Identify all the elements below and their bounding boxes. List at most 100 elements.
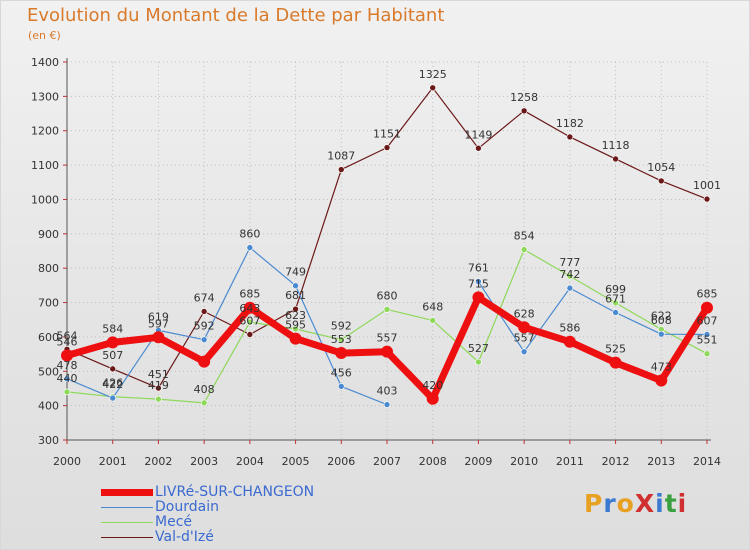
series-val-d-iz--point <box>429 84 437 92</box>
series-val-d-iz--point <box>657 177 665 185</box>
series-mec--point <box>703 350 711 358</box>
series-mec--point <box>612 299 619 307</box>
series-val-d-iz--point <box>292 305 299 313</box>
series-val-d-iz--data-label: 1087 <box>327 150 355 163</box>
series-val-d-iz--data-label: 607 <box>239 315 260 328</box>
series-val-d-iz--data-label: 451 <box>148 368 169 381</box>
series-val-d-iz--point <box>520 107 528 115</box>
x-tick-label: 2008 <box>419 455 447 468</box>
series-dourdain-data-label: 456 <box>331 366 352 379</box>
series-val-d-iz--point <box>337 166 345 173</box>
legend-label: LIVRé-SUR-CHANGEON <box>155 484 315 500</box>
series-livr-sur-changeon-point <box>563 335 576 348</box>
series-dourdain-data-label: 608 <box>651 314 672 327</box>
series-dourdain-data-label: 860 <box>239 228 260 241</box>
x-tick-label: 2000 <box>53 455 81 468</box>
series-dourdain-point <box>566 284 574 292</box>
series-mec--data-label: 419 <box>148 379 169 392</box>
series-val-d-iz--data-label: 1054 <box>647 161 675 174</box>
y-tick-label: 1100 <box>31 159 59 172</box>
series-val-d-iz--data-label: 1149 <box>464 128 492 141</box>
x-tick-label: 2001 <box>99 455 127 468</box>
series-mec--data-label: 408 <box>194 383 215 396</box>
series-livr-sur-changeon-data-label: 553 <box>331 333 352 346</box>
series-livr-sur-changeon-data-label: 715 <box>468 277 489 290</box>
series-livr-sur-changeon-data-label: 584 <box>102 322 123 335</box>
series-dourdain-point <box>475 278 482 285</box>
legend-item: Dourdain <box>101 500 401 515</box>
series-val-d-iz--data-label: 674 <box>194 291 215 304</box>
series-val-d-iz--point <box>475 144 482 152</box>
series-livr-sur-changeon-point <box>106 336 119 349</box>
series-dourdain-point <box>612 309 619 316</box>
series-mec--data-label: 527 <box>468 342 489 355</box>
series-livr-sur-changeon-point <box>289 332 302 345</box>
series-livr-sur-changeon-point <box>152 331 165 344</box>
series-dourdain-point <box>520 348 528 355</box>
logo-letter: X <box>634 489 656 518</box>
series-val-d-iz--data-label: 1182 <box>556 117 584 130</box>
series-dourdain-data-label: 422 <box>102 378 123 391</box>
x-tick-label: 2009 <box>464 455 492 468</box>
series-livr-sur-changeon-point <box>472 291 485 304</box>
x-tick-label: 2011 <box>556 455 584 468</box>
y-tick-label: 1300 <box>31 90 59 103</box>
series-livr-sur-changeon-data-label: 685 <box>239 288 260 301</box>
logo-letter: i <box>655 489 665 518</box>
series-dourdain-line <box>66 247 708 406</box>
series-mec--point <box>155 395 162 403</box>
series-dourdain-point <box>63 375 71 383</box>
logo-letter: P <box>584 489 604 518</box>
logo-letter: i <box>677 489 688 518</box>
series-livr-sur-changeon-point <box>335 347 348 360</box>
series-val-d-iz--data-label: 1118 <box>602 139 630 152</box>
series-dourdain-point <box>292 282 299 290</box>
series-val-d-iz--data-label: 564 <box>57 329 78 342</box>
series-dourdain-point <box>383 401 391 408</box>
series-val-d-iz--data-label: 1325 <box>419 68 447 81</box>
series-val-d-iz--data-label: 681 <box>285 289 306 302</box>
series-livr-sur-changeon-data-label: 420 <box>422 379 443 392</box>
series-dourdain-data-label: 592 <box>194 320 215 333</box>
y-tick-label: 400 <box>38 400 59 413</box>
series-mec--point <box>292 325 299 333</box>
series-mec--point <box>475 358 482 366</box>
series-val-d-iz--point <box>566 133 574 141</box>
series-val-d-iz--point <box>612 155 619 163</box>
x-tick-label: 2005 <box>282 455 310 468</box>
x-tick-label: 2007 <box>373 455 401 468</box>
y-tick-label: 800 <box>38 262 59 275</box>
series-val-d-iz--data-label: 1258 <box>510 91 538 104</box>
x-tick-label: 2012 <box>602 455 630 468</box>
series-val-d-iz--data-label: 1001 <box>693 179 721 192</box>
series-mec--data-label: 592 <box>331 320 352 333</box>
series-mec--data-label: 623 <box>285 309 306 322</box>
x-tick-label: 2004 <box>236 455 264 468</box>
logo-letter: r <box>603 489 617 518</box>
series-dourdain-data-label: 749 <box>285 266 306 279</box>
series-mec--point <box>566 272 574 280</box>
series-dourdain-point <box>703 331 711 338</box>
series-val-d-iz--point <box>383 144 391 151</box>
series-dourdain-point <box>200 336 208 343</box>
series-mec--data-label: 680 <box>377 289 398 302</box>
series-mec--data-label: 648 <box>422 300 443 313</box>
series-livr-sur-changeon-point <box>701 301 713 314</box>
series-mec--data-label: 777 <box>559 256 580 269</box>
y-tick-label: 1400 <box>31 56 59 69</box>
series-dourdain-point <box>109 394 117 402</box>
logo-letter: o <box>616 489 635 518</box>
legend-label: Val-d'Izé <box>155 529 214 545</box>
legend-item: Val-d'Izé <box>101 530 401 545</box>
series-livr-sur-changeon-data-label: 586 <box>559 322 580 335</box>
series-dourdain-data-label: 742 <box>559 268 580 281</box>
x-tick-label: 2006 <box>327 455 355 468</box>
series-livr-sur-changeon-point <box>426 392 439 405</box>
series-dourdain-data-label: 403 <box>377 385 398 398</box>
y-tick-label: 300 <box>38 434 59 447</box>
series-mec--data-label: 699 <box>605 283 626 296</box>
series-livr-sur-changeon-data-label: 628 <box>514 307 535 320</box>
series-dourdain-point <box>657 330 665 338</box>
series-livr-sur-changeon-point <box>243 301 256 314</box>
